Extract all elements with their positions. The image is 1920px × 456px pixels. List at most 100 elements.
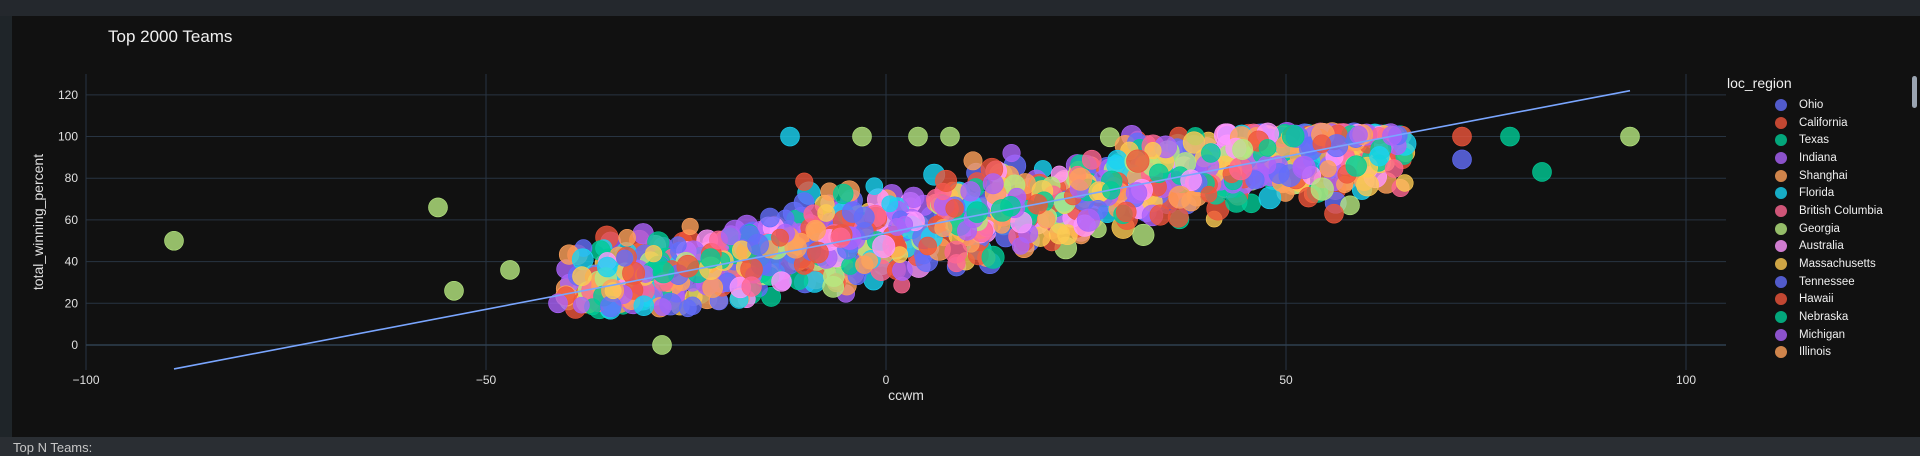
data-point[interactable] xyxy=(830,227,851,248)
data-point[interactable] xyxy=(1356,173,1379,197)
data-point[interactable] xyxy=(1126,149,1150,173)
data-point[interactable] xyxy=(833,183,854,205)
legend-scrollbar-thumb[interactable] xyxy=(1912,76,1917,108)
data-point[interactable] xyxy=(1144,142,1162,160)
data-point[interactable] xyxy=(947,254,966,273)
data-point[interactable] xyxy=(1081,149,1102,170)
data-point[interactable] xyxy=(645,245,663,263)
legend-item[interactable]: Shanghai xyxy=(1727,167,1907,185)
data-point[interactable] xyxy=(817,204,835,222)
data-point[interactable] xyxy=(1258,139,1277,157)
data-point[interactable] xyxy=(597,256,618,278)
data-point-outlier[interactable] xyxy=(164,230,184,251)
data-point[interactable] xyxy=(934,219,953,238)
data-point-outlier[interactable] xyxy=(908,126,928,147)
data-point[interactable] xyxy=(945,199,964,218)
data-point[interactable] xyxy=(805,219,826,241)
legend-scrollbar-track[interactable] xyxy=(1911,74,1917,364)
legend-item[interactable]: Hawaii xyxy=(1727,291,1907,309)
data-point-outlier[interactable] xyxy=(428,197,448,218)
data-point[interactable] xyxy=(1229,157,1253,181)
data-point[interactable] xyxy=(741,276,762,297)
data-point[interactable] xyxy=(1396,174,1414,192)
data-point[interactable] xyxy=(679,299,697,318)
data-point[interactable] xyxy=(771,271,792,292)
legend-item[interactable]: Florida xyxy=(1727,184,1907,202)
data-point[interactable] xyxy=(633,295,655,316)
data-point[interactable] xyxy=(1292,155,1316,180)
data-point[interactable] xyxy=(1310,177,1334,201)
data-point[interactable] xyxy=(771,228,789,247)
data-point[interactable] xyxy=(681,217,699,235)
data-point[interactable] xyxy=(1258,186,1282,210)
data-point[interactable] xyxy=(1037,210,1056,229)
legend-item[interactable]: Australia xyxy=(1727,238,1907,256)
data-point[interactable] xyxy=(1345,155,1367,177)
data-point-outlier[interactable] xyxy=(1532,162,1552,182)
data-point[interactable] xyxy=(1225,190,1248,213)
legend-item[interactable]: Massachusetts xyxy=(1727,255,1907,273)
data-point-outlier[interactable] xyxy=(1452,126,1472,147)
data-point-outlier[interactable] xyxy=(548,293,568,314)
data-point[interactable] xyxy=(1349,125,1368,145)
data-point[interactable] xyxy=(918,236,938,256)
data-point[interactable] xyxy=(622,261,646,285)
data-point[interactable] xyxy=(963,151,983,171)
data-point[interactable] xyxy=(1149,204,1171,226)
data-point[interactable] xyxy=(841,201,864,223)
data-point[interactable] xyxy=(1369,146,1390,167)
legend-item[interactable]: Georgia xyxy=(1727,220,1907,238)
data-point[interactable] xyxy=(1182,131,1206,154)
data-point[interactable] xyxy=(1107,149,1128,170)
data-point[interactable] xyxy=(1125,182,1148,204)
data-point-outlier[interactable] xyxy=(1620,126,1640,147)
data-point[interactable] xyxy=(573,296,590,314)
data-point[interactable] xyxy=(700,248,721,269)
data-point[interactable] xyxy=(966,201,988,223)
data-point[interactable] xyxy=(861,252,878,270)
data-point[interactable] xyxy=(1076,208,1100,232)
data-point[interactable] xyxy=(1281,124,1305,148)
legend-item[interactable]: Tennessee xyxy=(1727,273,1907,291)
data-point[interactable] xyxy=(1200,185,1218,203)
legend-item[interactable]: Illinois xyxy=(1727,344,1907,362)
legend-item[interactable]: Indiana xyxy=(1727,149,1907,167)
data-point[interactable] xyxy=(935,169,958,192)
data-point[interactable] xyxy=(652,261,675,284)
legend-item[interactable]: Texas xyxy=(1727,131,1907,149)
legend-item[interactable]: Michigan xyxy=(1727,326,1907,344)
data-point[interactable] xyxy=(1048,223,1070,245)
data-point-outlier[interactable] xyxy=(852,126,872,147)
data-point-outlier[interactable] xyxy=(1500,126,1520,147)
data-point-outlier[interactable] xyxy=(1452,149,1472,170)
data-point[interactable] xyxy=(1002,143,1021,163)
data-point[interactable] xyxy=(747,233,769,256)
data-point[interactable] xyxy=(1149,163,1169,184)
data-point[interactable] xyxy=(892,260,913,281)
data-point[interactable] xyxy=(865,177,884,196)
data-point-outlier[interactable] xyxy=(652,335,672,355)
data-point[interactable] xyxy=(1245,170,1265,190)
data-point-outlier[interactable] xyxy=(940,126,960,147)
data-point[interactable] xyxy=(1384,159,1404,178)
data-point[interactable] xyxy=(823,265,845,287)
data-point[interactable] xyxy=(1201,143,1221,163)
data-point[interactable] xyxy=(902,186,925,209)
data-point-outlier[interactable] xyxy=(572,266,592,286)
data-point[interactable] xyxy=(1319,160,1337,178)
data-point[interactable] xyxy=(981,245,1005,269)
data-point-outlier[interactable] xyxy=(780,126,800,147)
data-point[interactable] xyxy=(702,277,724,298)
data-point[interactable] xyxy=(1167,206,1189,228)
legend-item[interactable]: British Columbia xyxy=(1727,202,1907,220)
data-point[interactable] xyxy=(1069,167,1093,191)
data-point[interactable] xyxy=(1132,223,1155,247)
legend-item[interactable]: Nebraska xyxy=(1727,308,1907,326)
data-point-outlier[interactable] xyxy=(1324,203,1344,224)
data-point[interactable] xyxy=(1000,195,1021,217)
data-point[interactable] xyxy=(618,229,636,247)
data-point[interactable] xyxy=(881,195,899,213)
data-point[interactable] xyxy=(676,254,700,278)
data-point[interactable] xyxy=(600,295,622,318)
data-point[interactable] xyxy=(1115,201,1137,223)
